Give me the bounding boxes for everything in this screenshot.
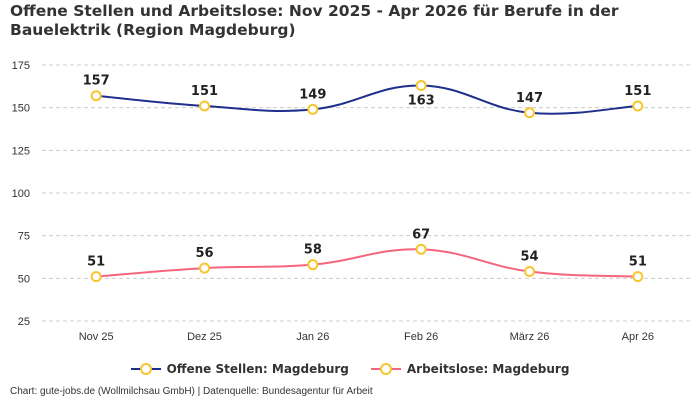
chart-title: Offene Stellen und Arbeitslose: Nov 2025… (10, 2, 619, 39)
legend-dot-offene-stellen (139, 363, 152, 375)
x-tick-label: Dez 25 (187, 331, 222, 343)
series-line-1 (96, 248, 638, 278)
legend-item-arbeitslose[interactable]: Arbeitslose: Magdeburg (370, 362, 570, 376)
legend-marker-offene-stellen (130, 362, 161, 376)
data-point (90, 90, 102, 102)
y-tick-label: 175 (12, 60, 30, 72)
data-label: 51 (629, 255, 647, 270)
y-tick-label: 150 (12, 103, 30, 115)
grid-layer (42, 64, 692, 322)
chart-footer: Chart: gute-jobs.de (Wollmilchsau GmbH) … (10, 386, 373, 397)
legend-label-offene-stellen: Offene Stellen: Magdeburg (166, 362, 349, 376)
legend-label-arbeitslose: Arbeitslose: Magdeburg (406, 362, 570, 376)
line-chart: 25 50 75 100 125 150 175 Nov 25 Dez 25 Jan 26 Feb… (12, 60, 692, 343)
data-label: 157 (83, 74, 110, 89)
legend-marker-arbeitslose (370, 362, 401, 376)
x-tick-label: März 26 (510, 331, 550, 343)
data-label: 54 (520, 250, 538, 265)
x-tick-label: Apr 26 (622, 331, 654, 343)
data-point (199, 262, 210, 274)
data-point (415, 243, 427, 255)
data-point (524, 266, 535, 278)
data-labels: 157 151 149 163 147 151 51 56 58 67 54 51 (83, 74, 652, 270)
data-point (307, 103, 319, 115)
y-tick-label: 50 (18, 273, 30, 285)
data-point (524, 107, 535, 119)
y-tick-label: 75 (18, 231, 30, 243)
legend: Offene Stellen: Magdeburg Arbeitslose: M… (0, 362, 700, 376)
data-point (90, 271, 102, 283)
data-point (307, 259, 319, 271)
y-tick-label: 25 (18, 316, 30, 328)
data-label: 51 (87, 255, 105, 270)
series-layer (90, 79, 644, 283)
data-label: 58 (304, 243, 322, 258)
x-tick-label: Nov 25 (79, 331, 114, 343)
data-point (632, 100, 644, 112)
data-point (632, 271, 644, 283)
data-point (415, 79, 427, 91)
x-tick-label: Jan 26 (296, 331, 329, 343)
x-tick-label: Feb 26 (404, 331, 438, 343)
data-label: 163 (408, 93, 435, 108)
data-label: 67 (412, 227, 430, 242)
data-label: 147 (516, 91, 543, 106)
legend-dot-arbeitslose (379, 363, 392, 375)
y-tick-label: 100 (12, 188, 30, 200)
y-tick-label: 125 (12, 145, 30, 157)
x-axis-ticks: Nov 25 Dez 25 Jan 26 Feb 26 März 26 Apr 26 (79, 331, 654, 343)
data-point (199, 100, 210, 112)
data-label: 149 (299, 87, 326, 102)
y-axis-ticks: 25 50 75 100 125 150 175 (12, 60, 30, 328)
data-label: 56 (195, 246, 213, 261)
data-label: 151 (191, 84, 218, 99)
series-line-0 (96, 84, 638, 115)
legend-item-offene-stellen[interactable]: Offene Stellen: Magdeburg (130, 362, 349, 376)
data-label: 151 (624, 84, 651, 99)
